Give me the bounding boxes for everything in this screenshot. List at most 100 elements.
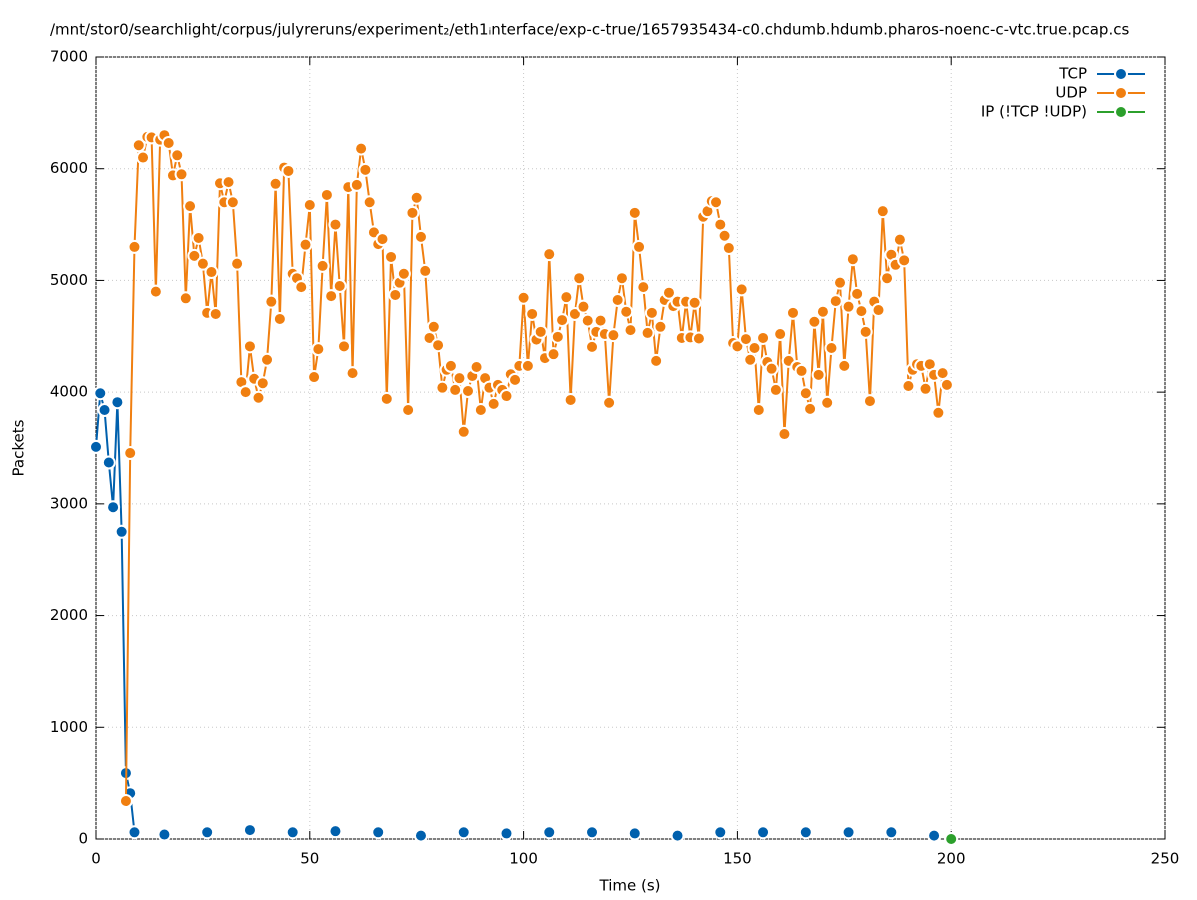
y-tick-label: 0 [78,830,88,848]
data-point [550,329,565,344]
data-point [418,263,433,278]
data-point [811,367,826,382]
data-point [833,275,848,290]
data-point [644,305,659,320]
data-point [97,403,112,418]
data-point [174,167,189,182]
x-axis-label: Time (s) [599,877,661,895]
y-tick-label: 4000 [50,383,88,401]
data-point [875,204,890,219]
data-point [555,313,570,328]
data-point [183,199,198,214]
legend-marker [1114,86,1128,100]
data-point [242,339,257,354]
data-point [388,287,403,302]
data-point [221,175,236,190]
data-point [747,341,762,356]
data-point [426,319,441,334]
data-point [820,395,835,410]
data-point [815,304,830,319]
data-point [178,291,193,306]
data-point [260,352,275,367]
data-point [486,396,501,411]
data-point [89,439,103,454]
data-point [525,306,540,321]
data-point [93,386,108,401]
data-point [649,353,664,368]
data-point [302,198,317,213]
data-point [837,358,852,373]
data-point [114,524,129,539]
data-point [717,228,732,243]
y-tick-label: 5000 [50,271,88,289]
y-tick-label: 2000 [50,606,88,624]
data-point [311,342,326,357]
data-point [858,324,873,339]
data-point [268,176,283,191]
plot-frame [95,56,1166,840]
data-point [841,299,856,314]
data-point [264,294,279,309]
data-point [773,327,788,342]
data-point [794,363,809,378]
x-tick-label: 200 [937,850,966,868]
data-point [379,391,394,406]
data-point [632,239,647,254]
data-point [456,424,471,439]
data-point [850,286,865,301]
data-point [499,389,514,404]
data-point [281,163,296,178]
data-point [738,332,753,347]
data-point [743,352,758,367]
data-point [892,232,907,247]
data-point [542,247,557,262]
data-point [670,828,685,843]
data-point [559,290,574,305]
data-point [756,330,771,345]
data-point [187,248,202,263]
data-point [294,280,309,295]
data-point [431,338,446,353]
data-point [106,500,121,515]
data-point [328,824,343,839]
data-point [884,825,899,840]
data-point [131,138,146,153]
data-point [349,177,364,192]
data-point [298,237,313,252]
data-point [238,385,253,400]
data-point [627,826,642,841]
data-point [623,323,638,338]
data-point [764,361,779,376]
data-point [627,205,642,220]
data-point [123,446,138,461]
data-point [768,382,783,397]
data-point [845,252,860,267]
data-point [204,265,219,280]
data-point [640,325,655,340]
data-point [230,256,245,271]
data-point [533,324,548,339]
legend-marker [1114,67,1128,81]
data-point [854,304,869,319]
x-tick-label: 50 [300,850,319,868]
data-point [272,311,287,326]
data-point [110,395,125,410]
data-point [358,162,373,177]
data-point [362,195,377,210]
data-point [127,239,142,254]
y-tick-label: 1000 [50,718,88,736]
data-point [580,313,595,328]
data-point [713,825,728,840]
series-line [95,393,136,833]
x-tick-label: 150 [723,850,752,868]
data-point [469,360,484,375]
data-point [798,825,813,840]
data-point [824,341,839,356]
data-point [405,205,420,220]
data-point [208,306,223,321]
series-line [124,133,948,802]
data-point [542,825,557,840]
data-point [136,150,151,165]
data-point [935,366,950,381]
